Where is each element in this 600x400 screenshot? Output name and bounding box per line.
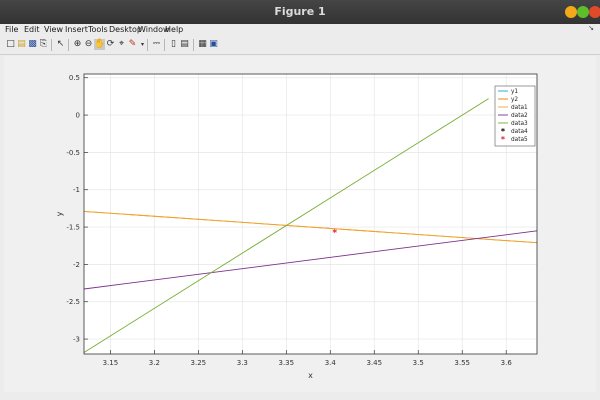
x-tick-label: 3.6 <box>501 359 513 367</box>
toolbar-separator <box>68 39 69 51</box>
y-tick-label: -0.5 <box>66 149 80 157</box>
toolbar-separator <box>147 39 148 51</box>
y-tick-label: -3 <box>73 336 80 344</box>
legend-entry-data1: data1 <box>511 105 528 111</box>
series-line-data2 <box>83 230 538 290</box>
menu-file[interactable]: File <box>5 25 19 34</box>
series-point-data5: * <box>332 228 337 238</box>
zoom-in-icon[interactable]: ⊕ <box>73 39 82 49</box>
y-tick-label: 0.5 <box>69 74 80 82</box>
legend-entry-data5: data5 <box>511 137 528 143</box>
y-tick-label: 0 <box>76 112 80 120</box>
x-tick-label: 3.4 <box>325 359 337 367</box>
menu-insert[interactable]: Insert <box>65 25 88 34</box>
menu-dock-arrow-icon[interactable]: ↘ <box>588 24 594 32</box>
menu-edit[interactable]: Edit <box>24 25 40 34</box>
toolbar-separator <box>193 39 194 51</box>
x-tick-label: 3.2 <box>149 359 160 367</box>
x-tick-label: 3.3 <box>237 359 248 367</box>
data-cursor-icon[interactable]: ⌖ <box>118 39 125 49</box>
edit-plot-icon[interactable]: ↖ <box>56 39 65 49</box>
insert-colorbar-icon[interactable]: ▯ <box>171 39 176 49</box>
x-axis-label: x <box>308 371 313 380</box>
close-button[interactable] <box>589 6 600 18</box>
hide-plot-tools-icon[interactable]: ▦ <box>198 39 207 49</box>
y-tick-label: -2 <box>73 261 80 269</box>
open-file-icon[interactable]: ▤ <box>17 39 26 49</box>
menu-view[interactable]: View <box>44 25 63 34</box>
series-line-data1 <box>83 210 538 244</box>
axes-frame <box>83 73 538 355</box>
y-tick-label: -1 <box>73 186 80 194</box>
toolbar: □ ▤ ▩ ⎘ ↖ ⊕ ⊖ ✋ ⟳ ⌖ ✎ ▾ ⎓ ▯ ▤ ▦ ▣ <box>0 36 600 55</box>
legend-entry-data3: data3 <box>511 121 528 127</box>
menu-desktop[interactable]: Desktop <box>109 25 142 34</box>
chart-svg: 3.15 3.2 3.25 3.3 3.35 3.4 3.45 3.5 3.55 3.6 0.5 0 -… <box>55 73 538 380</box>
x-tick-label: 3.5 <box>413 359 424 367</box>
link-plot-icon[interactable]: ⎓ <box>152 39 161 49</box>
legend-box[interactable] <box>494 85 536 147</box>
legend-entry-data2: data2 <box>511 113 528 119</box>
y-axis-label: y <box>55 211 64 216</box>
brush-icon[interactable]: ✎ <box>128 39 137 49</box>
menu-bar: File Edit View Insert Tools Desktop Wind… <box>0 24 600 36</box>
show-plot-tools-icon[interactable]: ▣ <box>209 39 218 49</box>
menu-window[interactable]: Window <box>138 25 170 34</box>
figure-canvas: 3.15 3.2 3.25 3.3 3.35 3.4 3.45 3.5 3.55 3.6 0.5 0 -… <box>4 56 596 392</box>
zoom-out-icon[interactable]: ⊖ <box>84 39 93 49</box>
new-figure-icon[interactable]: □ <box>6 39 15 49</box>
legend-entry-data4: data4 <box>511 129 528 135</box>
window-title: Figure 1 <box>274 5 326 18</box>
x-tick-label: 3.35 <box>279 359 295 367</box>
toolbar-separator <box>51 39 52 51</box>
title-bar[interactable]: Figure 1 <box>0 0 600 24</box>
y-tick-label: -2.5 <box>66 298 80 306</box>
brush-dropdown-icon[interactable]: ▾ <box>140 41 144 48</box>
pan-icon[interactable]: ✋ <box>94 39 106 50</box>
legend-entry-y1: y1 <box>511 89 518 95</box>
legend-swatch-data5: * <box>501 135 506 144</box>
y-tick-label: -1.5 <box>66 224 80 232</box>
x-tick-label: 3.15 <box>103 359 119 367</box>
legend-entry-y2: y2 <box>511 97 518 103</box>
insert-legend-icon[interactable]: ▤ <box>180 39 189 49</box>
series-line-data3 <box>83 98 489 353</box>
rotate-3d-icon[interactable]: ⟳ <box>106 39 115 49</box>
legend-swatch-data4: * <box>501 127 506 136</box>
print-icon[interactable]: ⎘ <box>39 39 48 49</box>
x-tick-label: 3.45 <box>366 359 382 367</box>
minimize-button[interactable] <box>565 6 577 18</box>
x-tick-label: 3.55 <box>454 359 470 367</box>
maximize-button[interactable] <box>577 6 589 18</box>
save-icon[interactable]: ▩ <box>28 39 37 49</box>
menu-tools[interactable]: Tools <box>88 25 108 34</box>
axes-background[interactable] <box>84 74 537 354</box>
x-tick-label: 3.25 <box>191 359 207 367</box>
toolbar-separator <box>164 39 165 51</box>
menu-help[interactable]: Help <box>165 25 184 34</box>
